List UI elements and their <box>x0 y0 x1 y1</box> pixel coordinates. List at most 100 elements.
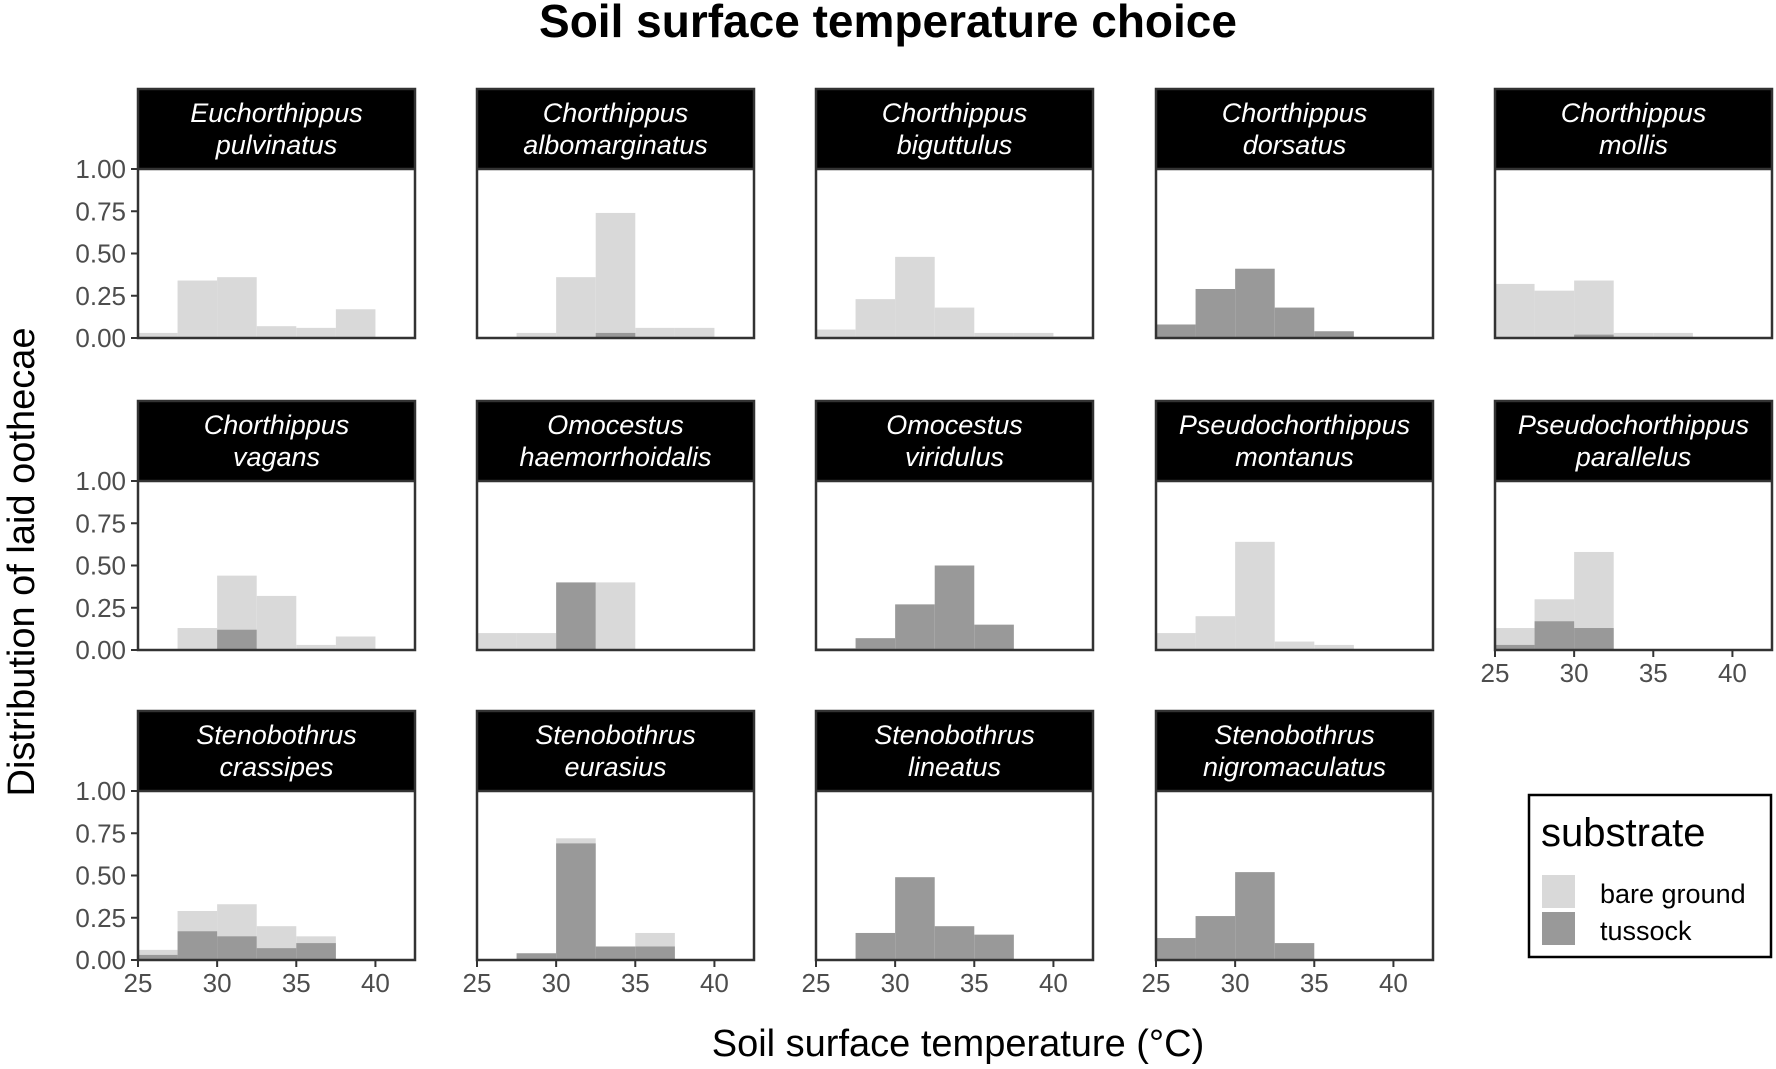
histogram-bar-bare-ground <box>1013 332 1054 338</box>
y-tick-label: 0.75 <box>75 818 126 848</box>
panel-border <box>1154 87 1435 340</box>
histogram-bar-bare-ground <box>177 280 218 338</box>
x-tick-label: 30 <box>542 968 571 998</box>
panel-border <box>814 399 1095 652</box>
panel-border <box>136 709 417 962</box>
y-tick-label: 0.50 <box>75 551 126 581</box>
panel-border <box>475 709 756 962</box>
histogram-bar-bare-ground <box>1574 280 1614 338</box>
histogram-bar-bare-ground <box>1495 283 1535 338</box>
facet-strip-label: Pseudochorthippus <box>1518 410 1749 440</box>
y-tick-label: 0.00 <box>75 323 126 353</box>
histogram-bar-tussock <box>256 948 297 960</box>
histogram-bar-bare-ground <box>1613 332 1654 338</box>
panel-border <box>1493 87 1774 340</box>
histogram-bar-bare-ground <box>1534 290 1575 338</box>
histogram-bar-bare-ground <box>1274 641 1315 650</box>
facet-strip-label: dorsatus <box>1243 130 1347 160</box>
histogram-bar-tussock <box>1156 324 1196 338</box>
panel-border <box>1154 709 1435 962</box>
histogram-bar-bare-ground <box>477 633 517 650</box>
facet-strip <box>477 401 754 481</box>
facet-strip-label: viridulus <box>905 442 1004 472</box>
histogram-bar-bare-ground <box>895 256 935 338</box>
histogram-bar-bare-ground <box>934 307 975 338</box>
histogram-bar-tussock <box>1274 307 1315 338</box>
facet-strip <box>138 711 415 791</box>
y-tick-label: 0.50 <box>75 239 126 269</box>
x-tick-label: 25 <box>1481 658 1510 688</box>
x-tick-label: 35 <box>621 968 650 998</box>
histogram-bar-tussock <box>556 843 596 960</box>
facet-strip <box>1156 401 1433 481</box>
histogram-bar-tussock <box>1274 943 1315 960</box>
x-tick-label: 35 <box>960 968 989 998</box>
facet-strip-label: Chorthippus <box>882 98 1028 128</box>
histogram-bar-tussock <box>855 932 896 960</box>
histogram-bar-bare-ground <box>595 582 636 650</box>
histogram-bar-tussock <box>556 582 596 650</box>
panel-border <box>1154 399 1435 652</box>
histogram-bar-tussock <box>1195 288 1236 338</box>
histogram-bar-bare-ground <box>556 277 596 338</box>
legend-label-tussock: tussock <box>1600 916 1692 946</box>
histogram-bar-bare-ground <box>256 326 297 338</box>
legend-swatch-tussock <box>1542 912 1575 945</box>
histogram-bar-bare-ground <box>1653 332 1693 338</box>
x-tick-label: 40 <box>1379 968 1408 998</box>
histogram-bar-bare-ground <box>1235 541 1275 650</box>
facet-strip-label: Chorthippus <box>1222 98 1368 128</box>
histogram-bar-bare-ground <box>635 327 675 338</box>
y-tick-label: 0.00 <box>75 945 126 975</box>
histogram-bar-tussock <box>934 565 975 650</box>
panel-border <box>475 399 756 652</box>
facet-strip-label: haemorrhoidalis <box>519 442 711 472</box>
histogram-bar-tussock <box>934 926 975 960</box>
x-tick-label: 40 <box>1039 968 1068 998</box>
histogram-bar-tussock <box>635 946 675 960</box>
facet-strip-label: biguttulus <box>897 130 1013 160</box>
histogram-bar-tussock <box>217 936 257 960</box>
legend-label-bare-ground: bare ground <box>1600 879 1746 909</box>
facet-strip <box>816 89 1093 169</box>
x-tick-label: 40 <box>361 968 390 998</box>
histogram-bar-tussock <box>1574 628 1614 650</box>
histogram-bar-tussock <box>595 946 636 960</box>
histogram-bar-tussock <box>1574 334 1614 338</box>
histogram-bar-bare-ground <box>296 644 336 650</box>
histogram-bar-tussock <box>1534 621 1575 650</box>
x-axis-title: Soil surface temperature (°C) <box>712 1023 1204 1065</box>
histogram-bar-tussock <box>1195 916 1236 960</box>
histogram-bar-tussock <box>1495 644 1535 650</box>
histogram-bar-bare-ground <box>138 332 178 338</box>
x-tick-label: 30 <box>203 968 232 998</box>
x-tick-label: 40 <box>700 968 729 998</box>
legend-swatch-bare-ground <box>1542 875 1575 908</box>
y-axis-title: Distribution of laid oothecae <box>1 328 43 797</box>
histogram-bar-bare-ground <box>1156 633 1196 650</box>
facet-strip-label: vagans <box>233 442 320 472</box>
facet-strip-label: Stenobothrus <box>196 720 357 750</box>
y-tick-label: 0.00 <box>75 635 126 665</box>
panel-border <box>1493 399 1774 652</box>
histogram-bar-bare-ground <box>1495 628 1535 650</box>
y-tick-label: 0.25 <box>75 903 126 933</box>
histogram-bar-tussock <box>595 332 636 338</box>
facet-strip-label: Chorthippus <box>204 410 350 440</box>
facet-strip <box>1495 89 1772 169</box>
facet-strip-label: Stenobothrus <box>535 720 696 750</box>
facet-strip-label: Omocestus <box>547 410 684 440</box>
histogram-bar-tussock <box>177 931 218 960</box>
facet-strip <box>1156 89 1433 169</box>
histogram-bar-bare-ground <box>516 332 557 338</box>
panel-border <box>475 87 756 340</box>
facet-strip <box>816 711 1093 791</box>
x-tick-label: 40 <box>1718 658 1747 688</box>
